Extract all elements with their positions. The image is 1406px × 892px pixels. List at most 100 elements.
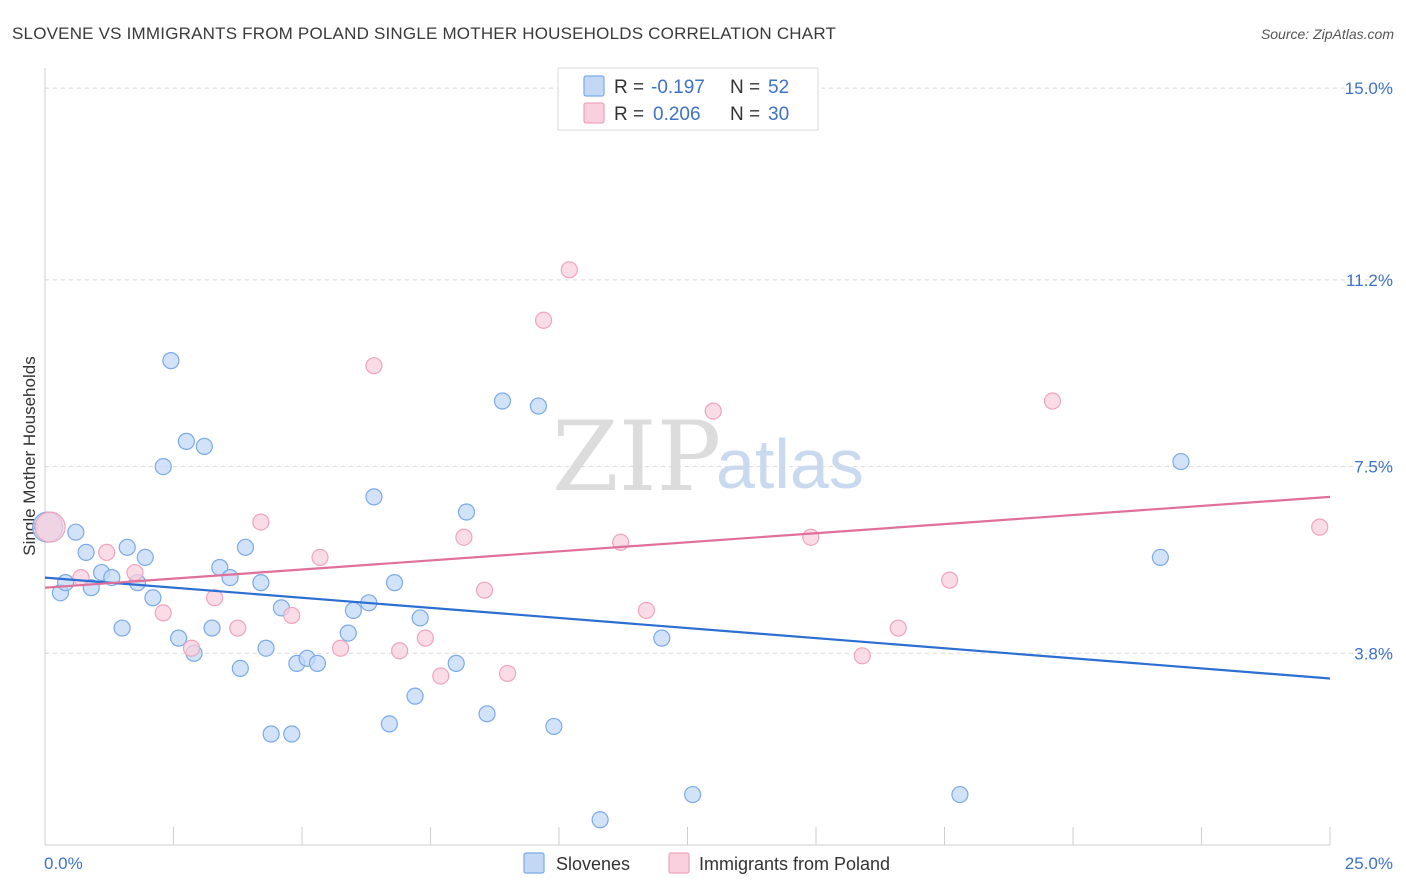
data-point-0-8 xyxy=(113,619,131,637)
data-point-1-24 xyxy=(802,528,820,546)
data-point-1-6 xyxy=(206,589,224,607)
series-immigrants-from-poland xyxy=(34,261,1329,685)
data-point-0-37 xyxy=(385,574,404,592)
data-point-0-19 xyxy=(203,619,221,637)
y-axis-label: Single Mother Households xyxy=(20,356,39,555)
legend-r-value-0: -0.197 xyxy=(651,77,705,98)
data-point-0-26 xyxy=(262,725,280,743)
trend-lines xyxy=(44,495,1331,680)
data-point-1-4 xyxy=(154,604,172,622)
data-point-0-45 xyxy=(545,717,563,736)
data-point-0-36 xyxy=(380,715,398,733)
data-point-0-39 xyxy=(411,609,429,627)
data-point-0-24 xyxy=(252,574,270,592)
x-tick-label-max: 25.0% xyxy=(1345,854,1393,873)
data-point-1-15 xyxy=(432,667,450,685)
data-point-1-13 xyxy=(391,642,409,660)
data-point-1-14 xyxy=(416,629,434,647)
data-point-0-48 xyxy=(684,785,702,804)
data-point-1-25 xyxy=(853,647,871,665)
data-point-0-40 xyxy=(447,654,465,672)
gridlines xyxy=(45,87,1392,654)
data-point-0-18 xyxy=(195,437,213,456)
data-point-0-22 xyxy=(231,659,249,678)
data-point-1-9 xyxy=(283,606,301,625)
data-point-1-8 xyxy=(252,513,270,531)
data-point-1-26 xyxy=(889,619,907,637)
x-tick-label-min: 0.0% xyxy=(44,854,83,873)
y-tick-label-0: 15.0% xyxy=(1345,79,1393,98)
chart-title: SLOVENE VS IMMIGRANTS FROM POLAND SINGLE… xyxy=(12,24,836,43)
data-point-0-46 xyxy=(591,811,609,829)
data-point-1-16 xyxy=(455,528,473,546)
data-point-1-28 xyxy=(1043,392,1062,410)
series-legend: Slovenes Immigrants from Poland xyxy=(523,852,890,874)
data-point-0-38 xyxy=(406,687,424,705)
y-tick-label-3: 3.8% xyxy=(1354,644,1393,663)
data-point-0-47 xyxy=(653,629,671,647)
data-point-0-13 xyxy=(154,457,172,476)
trend-line-0 xyxy=(44,576,1331,680)
legend-swatch-slovenes xyxy=(583,75,605,97)
data-point-0-31 xyxy=(308,654,327,672)
data-point-0-49 xyxy=(951,785,969,804)
series-legend-swatch-slovenes xyxy=(523,852,545,874)
legend-r-label-0: R = xyxy=(614,77,644,98)
data-point-1-5 xyxy=(182,639,201,657)
data-point-1-12 xyxy=(365,357,383,375)
legend-r-label-1: R = xyxy=(614,104,644,125)
data-point-0-9 xyxy=(118,538,136,556)
data-point-0-41 xyxy=(457,503,476,521)
data-point-1-3 xyxy=(126,563,144,582)
series-legend-label-slovenes: Slovenes xyxy=(556,854,630,874)
data-point-0-50 xyxy=(1151,548,1169,567)
data-point-1-20 xyxy=(560,261,578,279)
data-point-1-29 xyxy=(1311,518,1329,536)
data-point-0-14 xyxy=(162,352,180,370)
data-point-0-28 xyxy=(283,725,301,743)
data-point-1-7 xyxy=(229,619,247,637)
trend-line-1 xyxy=(44,495,1331,589)
legend-swatch-immigrants-from-poland xyxy=(583,102,605,124)
data-point-0-21 xyxy=(221,568,239,587)
data-point-0-25 xyxy=(257,639,275,657)
chart-source: Source: ZipAtlas.com xyxy=(1261,26,1394,42)
legend-n-label-1: N = xyxy=(730,104,760,125)
correlation-legend: R = -0.197 N = 52 R = 0.206 N = 30 xyxy=(557,67,819,131)
legend-n-label-0: N = xyxy=(730,77,760,98)
x-tick-marks xyxy=(173,827,1331,845)
y-tick-label-1: 11.2% xyxy=(1346,271,1393,290)
data-point-1-2 xyxy=(98,543,116,561)
series-legend-label-immigrants-from-poland: Immigrants from Poland xyxy=(699,854,890,874)
y-tick-labels: 15.0% 11.2% 7.5% 3.8% xyxy=(1345,79,1393,663)
data-point-0-11 xyxy=(136,548,154,567)
data-point-0-2 xyxy=(56,574,75,592)
data-point-1-23 xyxy=(704,402,722,420)
data-point-1-27 xyxy=(941,571,959,589)
data-point-1-18 xyxy=(499,664,517,683)
legend-r-value-1: 0.206 xyxy=(653,104,701,125)
data-point-1-0 xyxy=(34,511,66,543)
y-tick-label-2: 7.5% xyxy=(1354,458,1393,477)
data-point-0-12 xyxy=(144,589,162,607)
data-point-1-22 xyxy=(637,601,655,619)
data-point-0-33 xyxy=(344,601,362,619)
legend-n-value-1: 30 xyxy=(768,104,789,125)
data-point-1-10 xyxy=(311,548,329,567)
data-point-0-42 xyxy=(478,705,496,723)
data-point-0-23 xyxy=(236,538,255,556)
data-point-1-17 xyxy=(475,581,494,599)
data-point-1-19 xyxy=(534,311,553,329)
series-legend-swatch-immigrants-from-poland xyxy=(668,852,690,874)
legend-n-value-0: 52 xyxy=(768,77,789,98)
data-point-0-43 xyxy=(493,392,512,410)
data-point-0-4 xyxy=(77,543,95,561)
data-point-0-44 xyxy=(529,397,548,415)
data-point-1-1 xyxy=(72,568,90,587)
data-point-0-3 xyxy=(67,523,85,541)
data-point-1-11 xyxy=(331,639,350,657)
watermark-atlas: atlas xyxy=(716,425,864,503)
data-point-0-51 xyxy=(1172,452,1190,471)
data-point-0-35 xyxy=(365,488,383,506)
